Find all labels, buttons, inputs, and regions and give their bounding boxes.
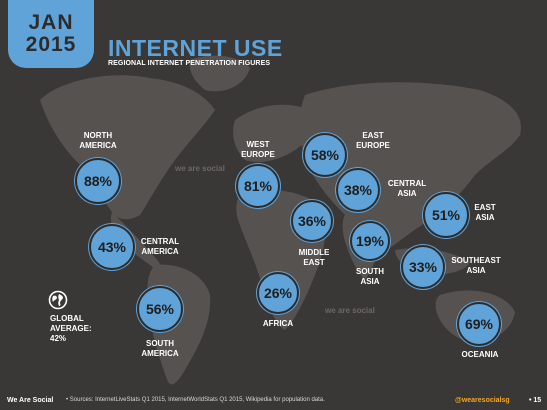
- label-north-america: NORTH AMERICA: [79, 131, 117, 150]
- globe-icon: [48, 290, 68, 310]
- date-badge: JAN 2015: [8, 0, 94, 68]
- label-east-europe: EAST EUROPE: [356, 131, 390, 150]
- watermark: we are social: [325, 306, 375, 315]
- watermark: we are social: [175, 164, 225, 173]
- label-africa: AFRICA: [262, 319, 294, 328]
- label-southeast-asia: SOUTHEAST ASIA: [451, 256, 501, 275]
- global-average: GLOBAL AVERAGE: 42%: [50, 314, 92, 343]
- footer-brand: We Are Social: [7, 397, 54, 404]
- footer: We Are Social • Sources: InternetLiveSta…: [0, 391, 547, 410]
- label-west-europe: WEST EUROPE: [241, 140, 275, 159]
- footer-page-number: • 15: [529, 397, 542, 404]
- footer-source: • Sources: InternetLiveStats Q1 2015, In…: [66, 397, 325, 403]
- page-subtitle: REGIONAL INTERNET PENETRATION FIGURES: [108, 60, 271, 67]
- label-central-asia: CENTRAL ASIA: [387, 179, 427, 198]
- bubble-africa: 26%: [257, 272, 299, 314]
- bubble-west-europe: 81%: [236, 164, 280, 208]
- badge-year: 2015: [25, 33, 77, 56]
- greenland-landmass: [189, 55, 250, 92]
- badge-month: JAN: [28, 11, 74, 34]
- bubble-middle-east: 36%: [291, 200, 333, 242]
- bubble-central-asia: 38%: [336, 168, 380, 212]
- bubble-east-asia: 51%: [423, 192, 469, 238]
- label-south-asia: SOUTH ASIA: [356, 267, 384, 286]
- bubble-oceania: 69%: [457, 302, 501, 346]
- label-east-asia: EAST ASIA: [474, 203, 496, 222]
- label-central-america: CENTRAL AMERICA: [140, 237, 180, 256]
- north-america-landmass: [40, 75, 215, 220]
- footer-handle: @wearesocialsg: [455, 397, 510, 404]
- bubble-north-america: 88%: [75, 158, 121, 204]
- page-title: INTERNET USE: [108, 35, 283, 61]
- europe-landmass: [233, 104, 315, 162]
- bubble-central-america: 43%: [89, 224, 135, 270]
- bubble-south-america: 56%: [137, 286, 183, 332]
- label-oceania: OCEANIA: [461, 350, 499, 359]
- label-south-america: SOUTH AMERICA: [141, 339, 179, 358]
- bubble-southeast-asia: 33%: [401, 245, 445, 289]
- bubble-south-asia: 19%: [350, 221, 390, 261]
- bubble-east-europe: 58%: [303, 133, 347, 177]
- label-middle-east: MIDDLE EAST: [298, 248, 330, 267]
